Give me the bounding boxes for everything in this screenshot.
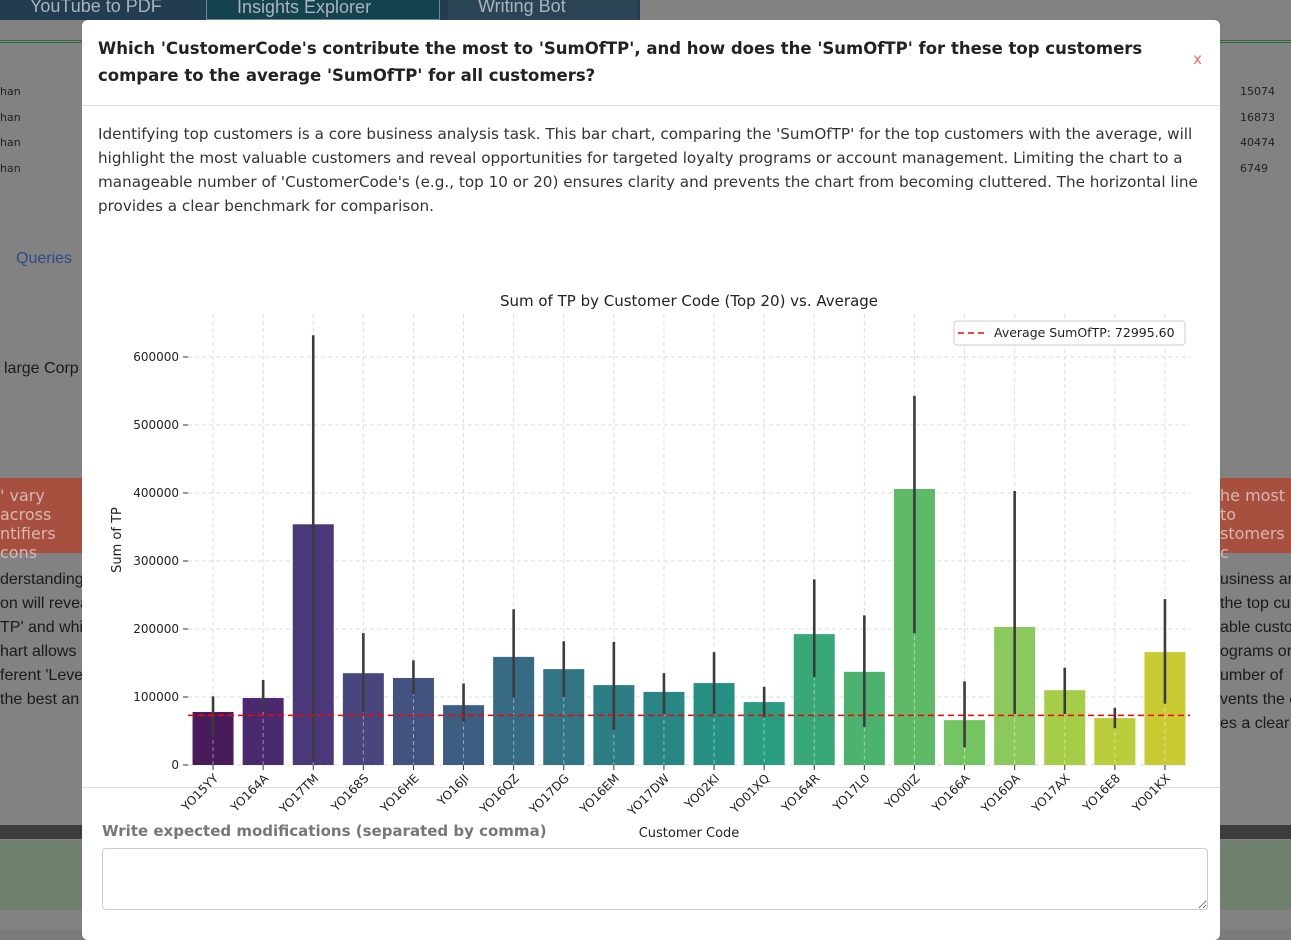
x-tick-label: YO17L0 [830, 771, 873, 814]
banner-text: ntifiers cons [0, 524, 56, 562]
text-line: hart allows [0, 643, 77, 660]
table-cell: han [0, 85, 21, 98]
table-cell: han [0, 136, 21, 149]
modifications-input[interactable] [102, 848, 1208, 910]
text-line: vents the c [1220, 691, 1291, 708]
x-tick-label: YO17DG [526, 771, 572, 817]
tab-label: Insights Explorer [237, 0, 372, 17]
y-tick-label: 0 [171, 758, 179, 772]
legend-average-label: Average SumOfTP: 72995.60 [994, 325, 1175, 340]
table-cell: 6749 [1240, 162, 1268, 175]
background-paragraph-left: derstanding on will revea TP' and whi ha… [0, 568, 89, 712]
modal-body: Sum of TP by Customer Code (Top 20) vs. … [82, 106, 1220, 841]
y-tick-label: 500000 [133, 418, 179, 432]
queries-link[interactable]: Queries [16, 250, 73, 267]
y-tick-label: 100000 [133, 690, 179, 704]
bar-chart: Sum of TP by Customer Code (Top 20) vs. … [110, 292, 1190, 841]
modal-header: Which 'CustomerCode's contribute the mos… [82, 20, 1220, 106]
table-cell: 15074 [1240, 85, 1275, 98]
x-tick-label: YO164A [227, 771, 272, 816]
x-tick-label: YO16JI [434, 771, 472, 809]
table-cell: 40474 [1240, 136, 1275, 149]
close-button[interactable]: x [1193, 50, 1202, 68]
tab-label: Writing Bot [478, 0, 566, 16]
modifications-label: Write expected modifications (separated … [102, 822, 547, 840]
legend-box [953, 320, 1186, 346]
table-cell: han [0, 111, 21, 124]
x-tick-label: YO00IZ [881, 771, 922, 812]
x-tick-label: YO16EM [576, 771, 621, 816]
x-tick-label: YO16QZ [476, 771, 521, 816]
x-tick-label: YO01KX [1129, 771, 1173, 815]
x-tick-label: YO17AX [1028, 771, 1072, 815]
x-axis-label: Customer Code [639, 826, 740, 841]
tab-insights-explorer[interactable]: Insights Explorer [206, 0, 440, 20]
chart-title: Sum of TP by Customer Code (Top 20) vs. … [500, 292, 878, 310]
y-axis-label: Sum of TP [110, 507, 125, 573]
text-line: the top cu [1220, 595, 1291, 612]
y-tick-label: 600000 [133, 350, 179, 364]
tab-label: YouTube to PDF [30, 0, 162, 16]
chart-modal: Which 'CustomerCode's contribute the mos… [82, 20, 1220, 940]
x-tick-label: YO164R [778, 771, 822, 815]
banner-text: stomers c [1220, 524, 1285, 562]
x-tick-label: YO166A [929, 771, 974, 816]
text-line: TP' and whi [0, 619, 84, 636]
table-cell: han [0, 162, 21, 175]
text-line: usiness an [1220, 571, 1291, 588]
background-text: large Corp [4, 360, 79, 377]
text-line: ograms or [1220, 643, 1291, 660]
text-line: able custo [1220, 619, 1291, 636]
x-tick-label: YO168S [328, 771, 372, 815]
table-cell: 16873 [1240, 111, 1275, 124]
x-tick-label: YO17DW [624, 771, 672, 819]
background-paragraph-right: usiness an the top cu able custo ograms … [1220, 568, 1291, 736]
x-tick-label: YO16E8 [1079, 771, 1123, 815]
tab-writing-bot[interactable]: Writing Bot [448, 0, 638, 20]
text-line: es a clear b [1220, 715, 1291, 732]
text-line: derstanding [0, 571, 84, 588]
red-banner-right: he most to stomers c [1220, 478, 1291, 562]
red-banner-left: ' vary across ntifiers cons [0, 478, 82, 562]
banner-text: he most to [1220, 486, 1286, 524]
x-tick-label: YO17TM [276, 771, 321, 816]
text-line: umber of [1220, 667, 1284, 684]
app-tab-bar: YouTube to PDF Insights Explorer Writing… [0, 0, 640, 20]
chart-description: Identifying top customers is a core busi… [98, 125, 1198, 215]
tab-youtube-to-pdf[interactable]: YouTube to PDF [0, 0, 192, 20]
text-line: the best an [0, 691, 80, 708]
x-tick-label: YO16HE [377, 771, 422, 816]
text-line: ferent 'Leve [0, 667, 84, 684]
y-tick-label: 400000 [133, 486, 179, 500]
x-tick-label: YO02KI [681, 771, 722, 812]
modal-title: Which 'CustomerCode's contribute the mos… [98, 39, 1143, 85]
banner-text: ' vary across [0, 486, 52, 524]
x-tick-label: YO01XQ [727, 771, 772, 816]
y-tick-label: 200000 [133, 622, 179, 636]
y-tick-label: 300000 [133, 554, 179, 568]
text-line: on will revea [0, 595, 89, 612]
modal-footer: Write expected modifications (separated … [82, 788, 1220, 914]
x-tick-label: YO15YY [178, 771, 222, 815]
x-tick-label: YO16DA [978, 771, 1024, 817]
